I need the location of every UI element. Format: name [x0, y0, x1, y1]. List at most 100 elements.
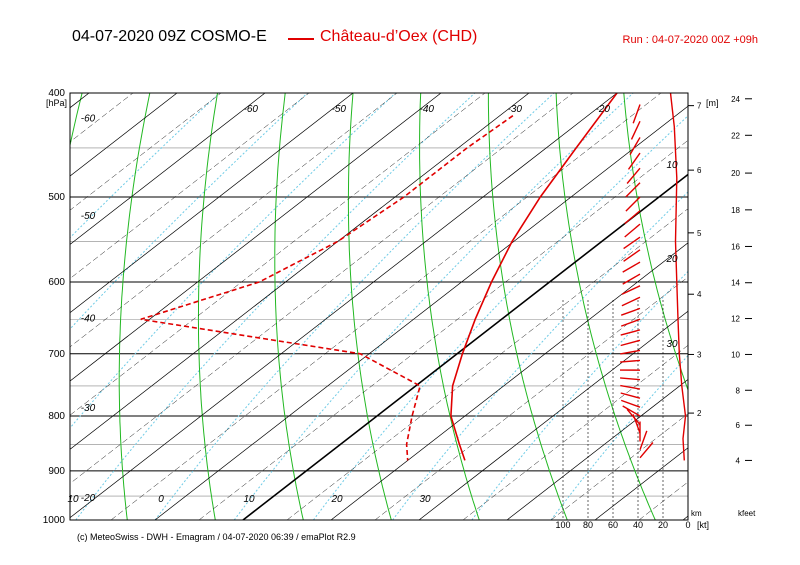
height-km-label: 2: [697, 409, 702, 418]
wind-barb: [623, 236, 641, 250]
height-kfeet-label: 10: [731, 350, 740, 359]
isotherm-line: [70, 93, 90, 109]
isotherm-line: [0, 93, 45, 520]
pressure-tick-label: 900: [48, 466, 65, 477]
height-unit-label: [m]: [706, 98, 719, 108]
isotherm-label-bottom: 10: [67, 494, 79, 505]
isotherm-line: [198, 140, 688, 520]
wind-barb: [620, 329, 641, 336]
wind-barb: [620, 349, 641, 355]
mixing-ratio-line: [392, 191, 688, 520]
height-kfeet-label: 22: [731, 131, 740, 140]
isotherm-line: [70, 93, 442, 382]
isotherm-label-bottom: 30: [419, 494, 431, 505]
height-kfeet-label: 16: [731, 242, 740, 251]
isotherm-line: [70, 93, 530, 450]
wind-barb: [620, 339, 641, 347]
isotherm-label-top: -50: [331, 104, 346, 115]
isotherm-line: [70, 93, 574, 484]
wind-speed-tick-label: 40: [633, 520, 643, 530]
dry-adiabat-line: [555, 93, 656, 520]
wind-speed-tick-label: 0: [685, 520, 690, 530]
wind-barb: [626, 167, 641, 184]
zero-isotherm-line: [242, 173, 688, 520]
isotherm-line: [330, 242, 688, 520]
wind-barb: [627, 152, 641, 170]
height-kfeet-label: 14: [731, 279, 740, 288]
temperature-profile-line: [450, 93, 618, 461]
wind-profile: [669, 92, 687, 461]
isotherm-line: [70, 93, 618, 519]
wind-barb: [625, 196, 641, 212]
wind-barb: [623, 249, 641, 262]
height-km-axis-label: km: [691, 509, 702, 518]
height-kfeet-label: 12: [731, 315, 740, 324]
axis-labels: 100 80 60 40 20 0 [kt]102030400500600700800900…: [43, 88, 756, 530]
isotherm-label-top: -40: [419, 104, 434, 115]
pressure-tick-label: 800: [48, 411, 65, 422]
pressure-tick-label: 700: [48, 349, 65, 360]
mixing-ratio-line: [70, 93, 308, 330]
isotherm-line: [638, 481, 688, 520]
wind-barb: [620, 307, 641, 316]
isotherm-line: [771, 93, 800, 520]
wind-barb: [625, 182, 641, 198]
wind-barb: [630, 120, 641, 140]
isotherm-label-top: -60: [243, 104, 258, 115]
pressure-tick-label: 400: [48, 88, 65, 99]
isotherm-label-left: -30: [81, 403, 96, 414]
isotherm-label-bottom: 0: [158, 494, 164, 505]
isotherm-label-left: -50: [81, 211, 96, 222]
isotherm-label-top: -30: [507, 104, 522, 115]
wind-panel-label: 10: [666, 160, 678, 171]
pressure-tick-label: 1000: [43, 515, 66, 526]
wind-barb: [620, 318, 641, 327]
isotherm-label-left: -60: [81, 114, 96, 125]
plot-frame: [69, 92, 689, 521]
wind-barb: [639, 430, 648, 450]
isotherm-label-top: -20: [595, 104, 610, 115]
height-kfeet-label: 4: [736, 456, 741, 465]
dry-adiabat-line: [0, 93, 14, 520]
dry-adiabat-line: [118, 93, 151, 520]
mixing-ratio-line: [471, 270, 688, 520]
wind-speed-tick-label: 20: [658, 520, 668, 530]
mixing-ratio-line: [75, 93, 476, 520]
dry-adiabat-line: [692, 93, 800, 520]
isotherm-label-left: -40: [81, 313, 96, 324]
isotherm-line: [462, 345, 688, 520]
isotherm-line: [70, 93, 178, 177]
isotherm-line: [70, 93, 266, 245]
wind-speed-line: [669, 92, 687, 461]
dry-adiabat-line: [274, 93, 304, 520]
dry-adiabat-line: [487, 93, 568, 520]
isotherm-label-bottom: 10: [243, 494, 255, 505]
profile-series: [140, 93, 618, 461]
dry-adiabat-lines: [0, 93, 800, 520]
wind-barb: [624, 210, 641, 225]
isotherm-line: [70, 93, 486, 416]
mixing-ratio-line: [233, 93, 634, 520]
wind-barb: [622, 261, 641, 273]
height-km-label: 6: [697, 166, 702, 175]
height-kfeet-label: 8: [736, 386, 741, 395]
station-name: Château-d’Oex (CHD): [320, 28, 478, 45]
mixing-ratio-line: [70, 93, 220, 239]
wind-barb: [621, 285, 641, 295]
wind-speed-grid: [562, 300, 664, 520]
wind-panel-label: 30: [666, 339, 678, 350]
isotherm-line: [682, 515, 688, 520]
mixing-ratio-lines: [70, 93, 688, 520]
isotherm-line: [70, 93, 222, 211]
wind-barb: [622, 273, 641, 285]
isotherm-line: [70, 93, 134, 143]
wind-barb: [624, 223, 641, 238]
wind-barb: [620, 384, 641, 390]
wind-barb: [632, 104, 641, 124]
wind-barb: [639, 442, 654, 459]
isotherm-line: [70, 93, 398, 348]
wind-barb: [632, 414, 641, 434]
dewpoint-profile-line: [140, 115, 514, 461]
isobar-lines: [70, 92, 688, 521]
